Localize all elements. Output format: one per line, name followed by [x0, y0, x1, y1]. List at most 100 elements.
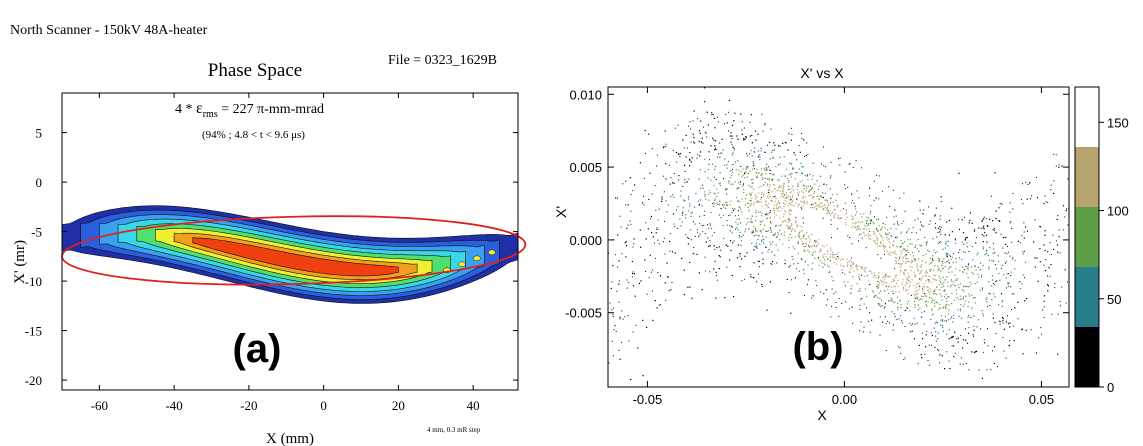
scatter-point [932, 313, 934, 315]
scatter-point [1003, 237, 1005, 239]
scatter-point [664, 282, 666, 284]
scatter-point [756, 230, 758, 232]
scatter-point [901, 222, 903, 225]
scatter-point [721, 152, 723, 154]
scatter-point [740, 244, 742, 246]
scatter-point [699, 151, 702, 153]
scatter-point [880, 245, 882, 247]
scatter-point [791, 255, 793, 257]
scatter-point [747, 173, 749, 175]
scatter-point [978, 369, 980, 371]
scatter-point [869, 284, 871, 285]
scatter-point [633, 238, 635, 240]
scatter-point [770, 231, 772, 233]
scatter-point [830, 219, 832, 221]
scatter-point [896, 245, 898, 247]
scatter-point [776, 208, 779, 210]
scatter-point [906, 249, 909, 251]
scatter-point [858, 197, 860, 199]
scatter-point [921, 263, 923, 266]
scatter-point [795, 216, 797, 218]
scatter-point [809, 173, 811, 176]
scatter-point [743, 127, 745, 129]
scatter-point [913, 293, 915, 295]
scatter-point [905, 289, 907, 291]
scatter-point [670, 233, 672, 235]
scatter-point [706, 224, 708, 226]
scatter-point [1014, 259, 1016, 262]
scatter-point [916, 290, 918, 292]
scatter-point [652, 319, 654, 321]
scatter-point [691, 211, 693, 213]
scatter-point [632, 271, 634, 273]
scatter-point [649, 172, 651, 174]
scatter-point [655, 232, 657, 234]
scatter-point [766, 309, 768, 311]
scatter-point [1025, 329, 1027, 331]
contour-plot [62, 205, 518, 304]
scatter-point [944, 368, 946, 370]
scatter-point [794, 229, 796, 231]
scatter-point [846, 262, 848, 264]
scatter-point [751, 191, 753, 193]
scatter-point [908, 286, 910, 288]
scatter-point [782, 187, 784, 189]
scatter-point [679, 156, 681, 158]
scatter-point [751, 242, 753, 244]
scatter-point [1007, 283, 1009, 285]
scatter-point [739, 222, 741, 224]
scatter-point [647, 228, 649, 230]
scatter-point [822, 244, 824, 247]
scatter-point [690, 141, 692, 143]
scatter-point [888, 322, 890, 324]
scatter-point [811, 246, 813, 248]
scatter-point [903, 220, 905, 222]
scatter-point [946, 351, 948, 353]
scatter-point [788, 195, 790, 197]
scatter-point [866, 216, 868, 218]
scatter-point [654, 185, 656, 187]
scatter-point [826, 244, 828, 246]
scatter-point [909, 284, 911, 286]
scatter-point [771, 261, 774, 263]
scatter-point [751, 231, 753, 233]
scatter-point [825, 166, 827, 168]
scatter-point [852, 166, 854, 168]
scatter-point [789, 192, 791, 194]
scatter-point [714, 148, 716, 151]
scatter-point [899, 257, 900, 259]
scatter-point [767, 213, 769, 215]
scatter-point [859, 213, 861, 215]
scatter-point [804, 238, 806, 240]
scatter-point [1005, 277, 1007, 279]
scatter-point [873, 180, 875, 182]
scatter-point [968, 263, 970, 265]
scatter-point [963, 286, 965, 288]
scatter-point [869, 222, 871, 224]
scatter-point [787, 225, 789, 228]
scatter-point [998, 320, 1000, 322]
scatter-point [950, 317, 952, 320]
scatter-point [981, 274, 983, 276]
scatter-point [795, 172, 797, 174]
scatter-point [796, 198, 798, 200]
scatter-point [1001, 292, 1003, 294]
scatter-point [952, 253, 955, 255]
scatter-point [709, 245, 711, 247]
scatter-point [938, 289, 940, 291]
scatter-point [971, 222, 973, 224]
scatter-point [738, 187, 740, 189]
scatter-point [925, 253, 927, 255]
scatter-point [993, 362, 995, 364]
y-tick-label: 0.005 [569, 160, 602, 175]
scatter-point [874, 232, 876, 234]
scatter-point [713, 231, 715, 233]
scatter-point [934, 346, 936, 348]
scatter-point [1044, 230, 1046, 232]
scatter-point [982, 241, 984, 243]
scatter-point [728, 182, 730, 184]
scatter-point [798, 191, 801, 193]
scatter-point [928, 280, 930, 282]
scatter-point [868, 320, 870, 322]
scatter-point [931, 301, 933, 303]
